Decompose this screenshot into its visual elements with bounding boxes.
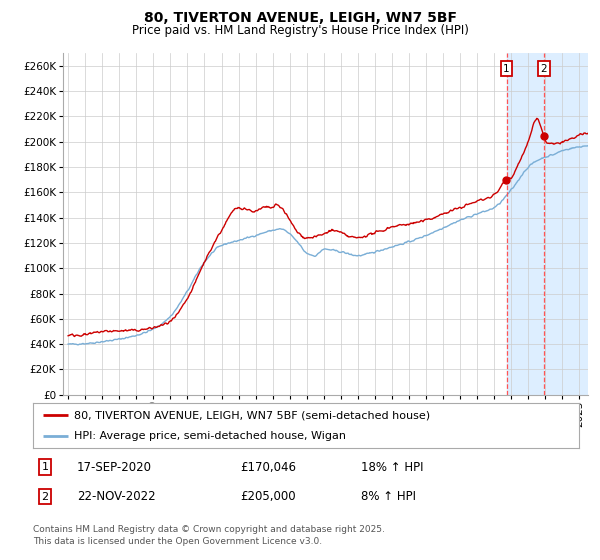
Text: 80, TIVERTON AVENUE, LEIGH, WN7 5BF: 80, TIVERTON AVENUE, LEIGH, WN7 5BF — [143, 11, 457, 25]
Bar — [506, 53, 588, 395]
Text: 1: 1 — [503, 64, 510, 73]
Text: 1: 1 — [41, 462, 49, 472]
Text: 18% ↑ HPI: 18% ↑ HPI — [361, 461, 423, 474]
Text: £170,046: £170,046 — [241, 461, 296, 474]
Text: 8% ↑ HPI: 8% ↑ HPI — [361, 490, 416, 503]
Text: HPI: Average price, semi-detached house, Wigan: HPI: Average price, semi-detached house,… — [74, 431, 346, 441]
Text: 17-SEP-2020: 17-SEP-2020 — [77, 461, 152, 474]
Text: 2: 2 — [541, 64, 547, 73]
Text: Contains HM Land Registry data © Crown copyright and database right 2025.
This d: Contains HM Land Registry data © Crown c… — [33, 525, 385, 546]
Text: 80, TIVERTON AVENUE, LEIGH, WN7 5BF (semi-detached house): 80, TIVERTON AVENUE, LEIGH, WN7 5BF (sem… — [74, 410, 430, 421]
Text: 22-NOV-2022: 22-NOV-2022 — [77, 490, 155, 503]
Text: Price paid vs. HM Land Registry's House Price Index (HPI): Price paid vs. HM Land Registry's House … — [131, 24, 469, 36]
Text: £205,000: £205,000 — [241, 490, 296, 503]
Text: 2: 2 — [41, 492, 49, 502]
